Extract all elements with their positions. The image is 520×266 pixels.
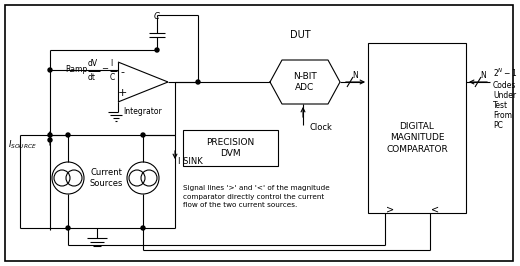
Text: C: C [110, 73, 115, 82]
Text: dt: dt [88, 73, 96, 82]
Text: $2^{N}-1$: $2^{N}-1$ [493, 67, 517, 79]
Circle shape [141, 226, 145, 230]
Text: PC: PC [493, 120, 503, 130]
Circle shape [66, 133, 70, 137]
Text: <: < [431, 205, 439, 215]
Text: Test: Test [493, 101, 508, 110]
Circle shape [196, 80, 200, 84]
Text: DIGITAL
MAGNITUDE
COMPARATOR: DIGITAL MAGNITUDE COMPARATOR [386, 122, 448, 154]
Circle shape [48, 133, 52, 137]
Text: -: - [120, 67, 124, 77]
Text: >: > [386, 205, 394, 215]
Text: N: N [352, 70, 358, 80]
Text: N-BIT
ADC: N-BIT ADC [293, 72, 317, 92]
Text: Current
Sources: Current Sources [89, 168, 123, 188]
Text: N: N [480, 70, 486, 80]
Text: dV: dV [88, 59, 98, 68]
Circle shape [48, 68, 52, 72]
Text: Codes: Codes [493, 81, 516, 89]
Text: +: + [118, 88, 127, 98]
Text: Clock: Clock [309, 123, 332, 131]
Text: C: C [154, 12, 160, 21]
Text: PRECISION
DVM: PRECISION DVM [206, 138, 255, 158]
Text: =: = [101, 65, 108, 74]
Text: Signal lines '>' and '<' of the magnitude
comparator directly control the curren: Signal lines '>' and '<' of the magnitud… [183, 185, 330, 208]
Text: DUT: DUT [290, 30, 310, 40]
Text: Under: Under [493, 90, 516, 99]
Text: $I_{SOURCE}$: $I_{SOURCE}$ [8, 139, 37, 151]
Circle shape [141, 133, 145, 137]
Text: Integrator: Integrator [124, 107, 162, 116]
Circle shape [155, 48, 159, 52]
Text: I SINK: I SINK [178, 157, 203, 167]
Circle shape [48, 138, 52, 142]
Circle shape [66, 226, 70, 230]
Bar [183, 130, 278, 166]
Text: From: From [493, 110, 512, 119]
Bar [368, 43, 466, 213]
Text: I: I [110, 59, 112, 68]
Text: Ramp: Ramp [65, 65, 87, 74]
